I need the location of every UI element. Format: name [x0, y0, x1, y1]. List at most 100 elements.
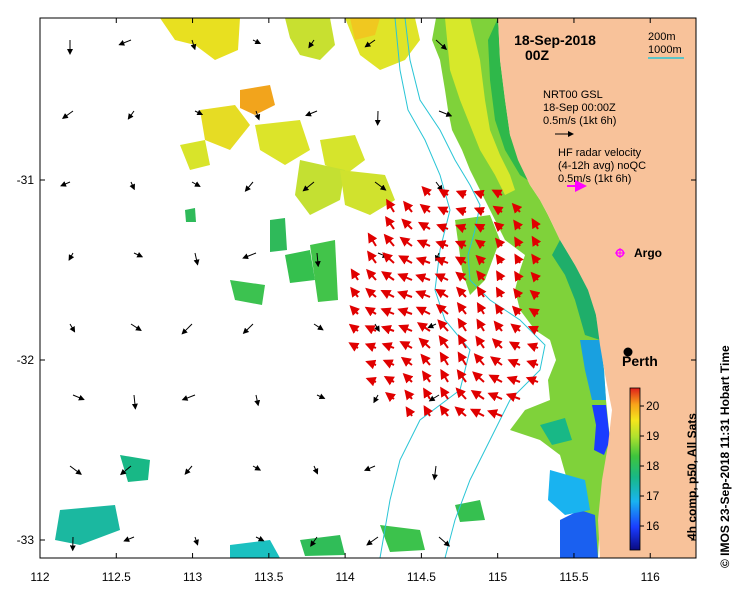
- model-arrow: [255, 535, 265, 542]
- radar-arrow: [491, 338, 503, 349]
- radar-arrow: [402, 373, 414, 384]
- radar-arrow: [454, 406, 467, 417]
- model-arrow: [363, 465, 376, 472]
- radar-arrow: [381, 271, 395, 281]
- model-arrow: [428, 394, 440, 402]
- radar-arrow: [348, 342, 360, 352]
- x-tick-label: 115: [488, 570, 507, 584]
- model-arrow: [120, 465, 132, 476]
- radar-arrow: [365, 287, 377, 299]
- model-arrow: [305, 110, 318, 117]
- colorbar-tick-label: 17: [646, 489, 660, 503]
- perth-label: Perth: [622, 353, 658, 369]
- radar-legend-avg: (4-12h avg) noQC: [558, 160, 646, 172]
- radar-arrow: [457, 317, 468, 332]
- radar-arrow: [367, 232, 378, 247]
- model-arrow: [313, 323, 324, 331]
- colorbar-label: 4h comp, p50, All Sats: [685, 413, 699, 540]
- model-arrow: [61, 110, 74, 119]
- x-tick-label: 112.5: [102, 570, 131, 584]
- radar-arrow: [526, 342, 539, 353]
- radar-arrow: [476, 286, 487, 298]
- model-legend-scale: 0.5m/s (1kt 6h): [543, 115, 616, 127]
- y-tick-label: -33: [17, 533, 35, 547]
- model-arrow: [242, 252, 257, 260]
- model-arrow: [194, 109, 204, 116]
- model-arrow: [69, 323, 76, 333]
- radar-arrow: [514, 236, 524, 248]
- radar-arrow: [403, 200, 414, 213]
- model-arrow: [123, 536, 135, 542]
- radar-arrow: [528, 308, 540, 318]
- radar-arrow: [513, 219, 524, 231]
- model-arrow: [254, 110, 261, 121]
- model-arrow: [427, 322, 437, 329]
- model-arrow: [191, 181, 201, 187]
- model-arrow: [438, 536, 451, 547]
- radar-arrow: [455, 206, 467, 217]
- radar-arrow: [487, 409, 503, 419]
- radar-arrow: [473, 353, 485, 366]
- radar-arrow: [382, 359, 395, 369]
- radar-arrow: [419, 203, 431, 214]
- radar-arrow: [350, 286, 361, 298]
- model-arrow: [302, 181, 315, 192]
- radar-arrow: [438, 335, 449, 349]
- radar-arrow: [434, 288, 449, 299]
- model-arrow: [242, 323, 254, 334]
- radar-arrow: [365, 376, 377, 387]
- argo-label: Argo: [634, 246, 662, 260]
- model-arrow: [438, 110, 453, 117]
- radar-arrow: [494, 237, 506, 249]
- radar-arrow: [380, 289, 395, 300]
- radar-arrow: [531, 253, 542, 265]
- radar-arrow: [493, 320, 504, 332]
- radar-arrow: [525, 376, 539, 386]
- radar-arrow: [511, 202, 523, 214]
- radar-arrow: [494, 303, 505, 315]
- radar-arrow: [382, 252, 395, 264]
- model-arrow: [310, 536, 318, 547]
- radar-arrow: [457, 334, 468, 349]
- radar-arrow: [437, 206, 449, 216]
- credit-text: © IMOS 23-Sep-2018 11:31 Hobart Time: [718, 345, 732, 568]
- radar-arrow: [405, 406, 416, 418]
- radar-arrow: [530, 271, 541, 283]
- plot-frame: [39, 17, 697, 559]
- y-tick-label: -31: [17, 173, 35, 187]
- radar-arrow: [474, 239, 486, 250]
- radar-arrow: [399, 236, 413, 247]
- radar-arrow: [435, 240, 449, 250]
- x-tick-label: 114.5: [407, 570, 436, 584]
- y-tick-label: -32: [17, 353, 35, 367]
- model-arrow: [431, 465, 438, 481]
- sst-layer: [55, 18, 610, 558]
- radar-arrow: [366, 268, 377, 281]
- radar-arrow: [440, 386, 450, 400]
- model-arrow: [374, 323, 380, 332]
- radar-arrow: [496, 270, 506, 282]
- radar-arrow: [381, 342, 395, 352]
- radar-arrow: [454, 256, 467, 266]
- radar-arrow: [514, 253, 524, 265]
- radar-arrow: [476, 318, 486, 332]
- radar-arrow: [383, 233, 395, 247]
- radar-arrow: [423, 387, 433, 400]
- model-arrow: [129, 181, 135, 191]
- model-arrow: [435, 39, 448, 50]
- model-arrow: [193, 536, 199, 546]
- radar-arrow: [415, 256, 431, 266]
- radar-arrow: [416, 322, 431, 332]
- land-mass: [498, 18, 696, 558]
- model-arrow: [181, 394, 196, 401]
- radar-arrow: [473, 207, 486, 217]
- radar-arrow: [398, 324, 413, 334]
- model-arrow: [308, 39, 315, 49]
- model-arrow: [184, 465, 193, 475]
- model-arrow: [252, 465, 262, 471]
- radar-arrow: [438, 188, 450, 199]
- x-tick-label: 113.5: [254, 570, 283, 584]
- radar-arrow: [349, 305, 361, 316]
- radar-arrow: [470, 389, 485, 400]
- radar-arrow: [383, 375, 395, 386]
